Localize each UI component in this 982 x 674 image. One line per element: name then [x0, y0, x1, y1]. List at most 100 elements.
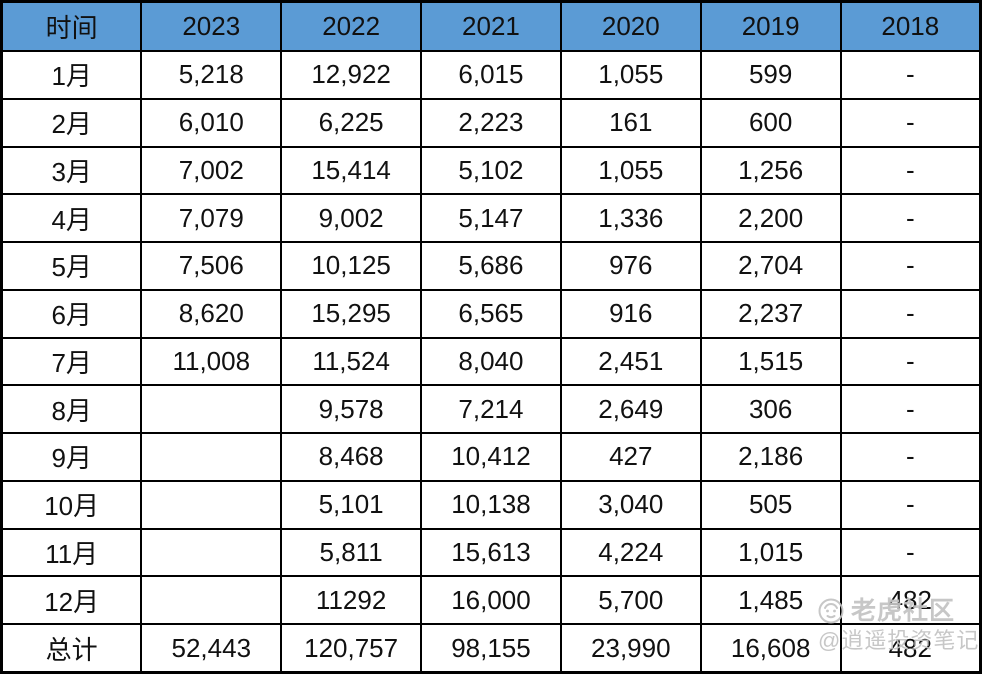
data-cell: 1,336 — [559, 193, 702, 243]
data-cell: 10,412 — [420, 432, 562, 482]
header-cell-year-2021: 2021 — [420, 0, 562, 52]
row-label: 10月 — [0, 479, 143, 530]
row-label: 7月 — [0, 336, 143, 387]
data-cell: 15,613 — [420, 527, 562, 578]
table-body: 1月 5,218 12,922 6,015 1,055 599-2月 6,010 6,225 2… — [0, 50, 982, 674]
data-cell — [140, 384, 283, 434]
data-cell: 15,414 — [280, 145, 423, 196]
data-cell: 5,102 — [420, 145, 562, 196]
data-cell: 8,040 — [420, 336, 562, 387]
header-cell-year-2022: 2022 — [280, 0, 423, 52]
data-cell: 3,040 — [559, 479, 702, 530]
data-cell: 7,214 — [420, 384, 562, 434]
table-row: 2月 6,010 6,225 2,223 161 600- — [0, 97, 982, 148]
data-cell: 12,922 — [280, 50, 423, 100]
data-cell: 5,101 — [280, 479, 423, 530]
row-label: 总计 — [0, 623, 143, 674]
table-row: 12月 11292 16,000 5,700 1,485 482 — [0, 575, 982, 625]
data-cell: 5,147 — [420, 193, 562, 243]
data-cell: 161 — [559, 97, 702, 148]
header-cell-year-2020: 2020 — [559, 0, 702, 52]
data-cell: 976 — [559, 241, 702, 291]
table-row: 3月 7,002 15,414 5,102 1,055 1,256- — [0, 145, 982, 196]
data-cell: 10,138 — [420, 479, 562, 530]
table-row: 8月 9,578 7,214 2,649 306- — [0, 384, 982, 434]
data-cell: 2,704 — [699, 241, 842, 291]
data-cell: 15,295 — [280, 288, 423, 339]
data-cell: 7,506 — [140, 241, 283, 291]
data-cell: 23,990 — [559, 623, 702, 674]
row-label: 3月 — [0, 145, 143, 196]
data-cell: 98,155 — [420, 623, 562, 674]
table-row: 4月 7,079 9,002 5,147 1,336 2,200- — [0, 193, 982, 243]
data-cell: 120,757 — [280, 623, 423, 674]
data-cell: 6,225 — [280, 97, 423, 148]
total-row: 总计 52,443 120,757 98,155 23,990 16,608 482 — [0, 623, 982, 674]
data-cell: 6,565 — [420, 288, 562, 339]
data-cell: - — [839, 336, 982, 387]
data-cell: - — [839, 97, 982, 148]
data-cell: 11,008 — [140, 336, 283, 387]
data-cell: 482 — [839, 575, 982, 625]
data-cell: 8,468 — [280, 432, 423, 482]
data-cell: 9,002 — [280, 193, 423, 243]
data-cell: 916 — [559, 288, 702, 339]
data-cell: 7,079 — [140, 193, 283, 243]
data-cell: 11292 — [280, 575, 423, 625]
table-header: 时间 2023 2022 2021 2020 2019 2018 — [0, 0, 982, 52]
data-cell: - — [839, 288, 982, 339]
data-cell — [140, 432, 283, 482]
data-cell — [140, 575, 283, 625]
data-cell: 1,015 — [699, 527, 842, 578]
data-cell — [140, 479, 283, 530]
data-cell: 1,256 — [699, 145, 842, 196]
data-cell: 2,237 — [699, 288, 842, 339]
data-cell: 2,223 — [420, 97, 562, 148]
table-row: 9月 8,468 10,412 427 2,186- — [0, 432, 982, 482]
table-row: 1月 5,218 12,922 6,015 1,055 599- — [0, 50, 982, 100]
data-cell: 11,524 — [280, 336, 423, 387]
header-cell-year-2019: 2019 — [699, 0, 842, 52]
data-cell: 600 — [699, 97, 842, 148]
row-label: 2月 — [0, 97, 143, 148]
data-cell: 7,002 — [140, 145, 283, 196]
data-cell: 427 — [559, 432, 702, 482]
data-cell: 2,451 — [559, 336, 702, 387]
row-label: 12月 — [0, 575, 143, 625]
data-cell: 482 — [839, 623, 982, 674]
data-cell: - — [839, 384, 982, 434]
data-cell: 16,608 — [699, 623, 842, 674]
data-cell: 2,186 — [699, 432, 842, 482]
table-row: 10月 5,101 10,138 3,040 505- — [0, 479, 982, 530]
data-cell: 1,055 — [559, 145, 702, 196]
row-label: 1月 — [0, 50, 143, 100]
data-cell: 52,443 — [140, 623, 283, 674]
data-cell: 10,125 — [280, 241, 423, 291]
data-cell: - — [839, 241, 982, 291]
data-cell: 5,686 — [420, 241, 562, 291]
data-cell: 5,218 — [140, 50, 283, 100]
row-label: 4月 — [0, 193, 143, 243]
data-cell: 505 — [699, 479, 842, 530]
data-cell: 5,811 — [280, 527, 423, 578]
data-cell: - — [839, 527, 982, 578]
row-label: 8月 — [0, 384, 143, 434]
data-cell: 2,200 — [699, 193, 842, 243]
data-cell: 9,578 — [280, 384, 423, 434]
data-cell: - — [839, 145, 982, 196]
data-cell: 2,649 — [559, 384, 702, 434]
data-cell: - — [839, 479, 982, 530]
data-cell: 16,000 — [420, 575, 562, 625]
header-row: 时间 2023 2022 2021 2020 2019 2018 — [0, 0, 982, 52]
row-label: 11月 — [0, 527, 143, 578]
row-label: 5月 — [0, 241, 143, 291]
data-cell: 4,224 — [559, 527, 702, 578]
data-cell: - — [839, 432, 982, 482]
data-cell: 1,485 — [699, 575, 842, 625]
header-cell-time: 时间 — [0, 0, 143, 52]
data-cell: - — [839, 193, 982, 243]
data-cell: 5,700 — [559, 575, 702, 625]
table-row: 5月 7,506 10,125 5,686 976 2,704- — [0, 241, 982, 291]
data-cell: 306 — [699, 384, 842, 434]
